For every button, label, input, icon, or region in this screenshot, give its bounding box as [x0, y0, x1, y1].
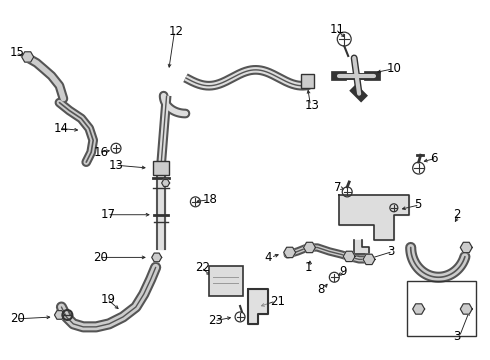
Text: 18: 18 [202, 193, 217, 206]
Polygon shape [339, 195, 409, 239]
Text: 13: 13 [109, 159, 124, 172]
Text: 23: 23 [208, 314, 223, 327]
FancyBboxPatch shape [209, 266, 243, 296]
Text: 5: 5 [414, 198, 421, 211]
Polygon shape [248, 289, 268, 324]
Text: 14: 14 [53, 122, 69, 135]
Text: 19: 19 [101, 293, 116, 306]
Polygon shape [343, 251, 355, 262]
Polygon shape [363, 254, 375, 265]
Text: 15: 15 [10, 46, 24, 59]
Text: 16: 16 [93, 146, 108, 159]
Text: 8: 8 [318, 283, 325, 296]
Polygon shape [413, 304, 425, 314]
Text: 17: 17 [101, 208, 116, 221]
Text: 4: 4 [265, 251, 272, 264]
Text: 10: 10 [387, 62, 402, 75]
Text: 22: 22 [196, 261, 210, 274]
Polygon shape [154, 164, 164, 172]
Polygon shape [152, 253, 162, 262]
Text: 12: 12 [169, 24, 184, 38]
Polygon shape [303, 242, 316, 253]
Text: 13: 13 [305, 99, 319, 112]
Text: 3: 3 [453, 330, 461, 343]
Text: 9: 9 [339, 265, 347, 278]
Polygon shape [354, 239, 369, 255]
Polygon shape [302, 76, 313, 85]
Text: 7: 7 [334, 181, 342, 194]
Polygon shape [460, 304, 472, 314]
Text: 20: 20 [10, 312, 24, 325]
FancyBboxPatch shape [300, 74, 315, 88]
Polygon shape [54, 311, 64, 319]
Text: 2: 2 [453, 208, 461, 221]
Text: 3: 3 [387, 245, 394, 258]
Polygon shape [460, 242, 472, 253]
Polygon shape [22, 52, 34, 62]
Text: 6: 6 [431, 152, 438, 165]
Text: 21: 21 [270, 294, 285, 307]
FancyBboxPatch shape [153, 161, 169, 175]
Polygon shape [284, 247, 295, 258]
Text: 1: 1 [305, 261, 312, 274]
Polygon shape [162, 180, 170, 186]
Text: 20: 20 [93, 251, 108, 264]
Text: 11: 11 [329, 23, 344, 36]
